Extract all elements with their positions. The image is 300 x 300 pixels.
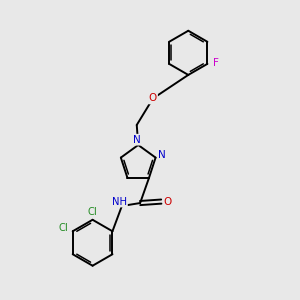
Text: N: N <box>158 150 166 160</box>
Text: NH: NH <box>112 196 127 207</box>
Text: F: F <box>213 58 219 68</box>
Text: Cl: Cl <box>87 206 97 217</box>
Text: O: O <box>164 196 172 207</box>
Text: N: N <box>133 135 141 145</box>
Text: Cl: Cl <box>58 223 68 233</box>
Text: O: O <box>149 94 157 103</box>
